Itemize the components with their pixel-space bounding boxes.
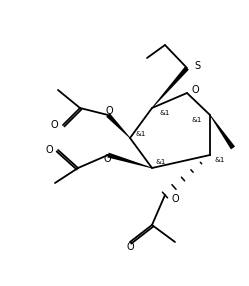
Text: O: O (103, 154, 111, 164)
Polygon shape (210, 115, 235, 149)
Polygon shape (152, 66, 189, 108)
Polygon shape (106, 113, 130, 138)
Text: &1: &1 (136, 131, 146, 137)
Text: O: O (50, 120, 58, 130)
Text: &1: &1 (155, 159, 165, 165)
Text: &1: &1 (192, 117, 202, 123)
Text: O: O (192, 85, 200, 95)
Text: O: O (126, 242, 134, 252)
Text: O: O (45, 145, 53, 155)
Text: O: O (171, 194, 179, 204)
Text: &1: &1 (215, 157, 225, 163)
Polygon shape (107, 153, 152, 168)
Text: &1: &1 (159, 110, 169, 116)
Text: S: S (194, 61, 200, 71)
Text: O: O (105, 106, 113, 116)
